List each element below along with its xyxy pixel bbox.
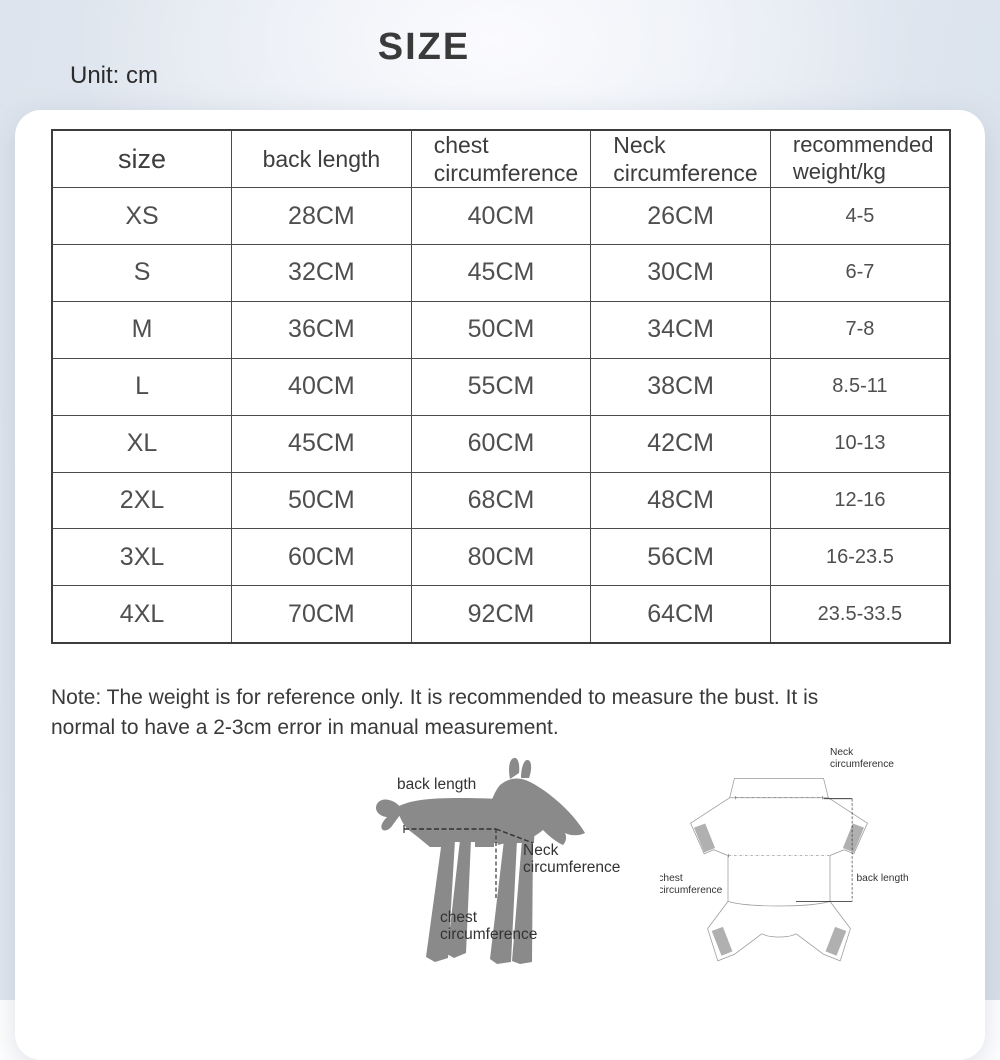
svg-text:circumference: circumference <box>830 759 894 770</box>
svg-text:circumference: circumference <box>440 926 537 943</box>
svg-text:Neck: Neck <box>830 747 854 758</box>
svg-text:circumference: circumference <box>660 885 723 896</box>
svg-text:Neck: Neck <box>523 842 559 859</box>
svg-text:back length: back length <box>857 873 909 884</box>
svg-text:chest: chest <box>660 873 683 884</box>
svg-text:chest: chest <box>440 909 478 926</box>
svg-text:circumference: circumference <box>523 859 620 876</box>
svg-text:back length: back length <box>397 776 476 793</box>
